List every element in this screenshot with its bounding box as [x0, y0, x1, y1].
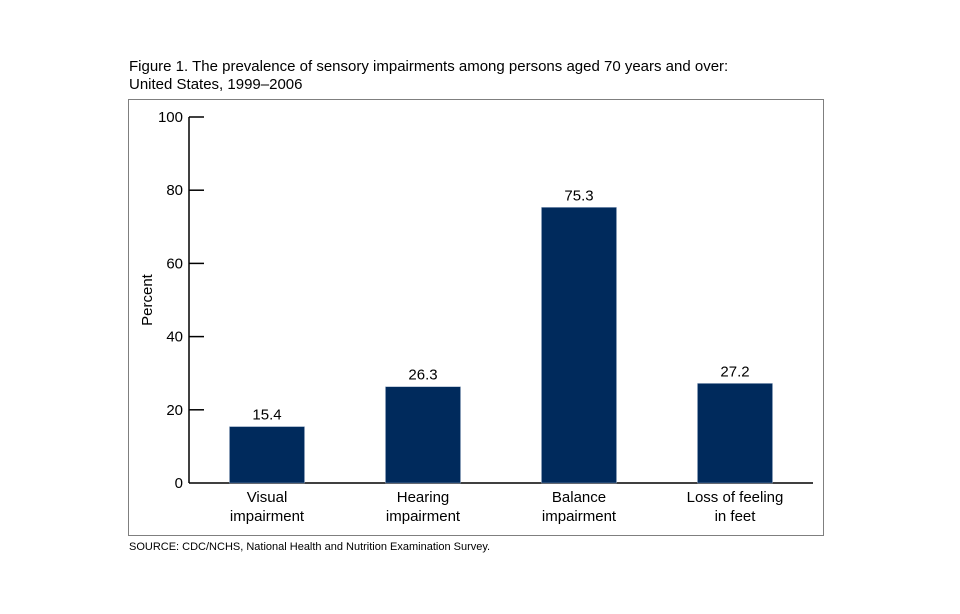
- x-category-label: Balance: [552, 489, 606, 506]
- bar: [541, 207, 617, 484]
- x-category-label: impairment: [386, 508, 461, 525]
- data-label: 75.3: [564, 187, 593, 204]
- y-tick-label: 40: [166, 329, 183, 346]
- bar: [229, 426, 305, 484]
- x-category-label: Hearing: [397, 489, 450, 506]
- y-tick-label: 80: [166, 182, 183, 199]
- data-label: 26.3: [408, 367, 437, 384]
- data-label: 15.4: [252, 407, 281, 424]
- y-tick-label: 20: [166, 402, 183, 419]
- x-category-label: Visual: [247, 489, 288, 506]
- chart-title: Figure 1. The prevalence of sensory impa…: [129, 58, 728, 94]
- bar: [385, 386, 461, 484]
- y-tick-label: 100: [158, 109, 183, 126]
- source-note: SOURCE: CDC/NCHS, National Health and Nu…: [129, 541, 491, 553]
- chart-title-line-2: United States, 1999–2006: [129, 76, 303, 93]
- x-category-label: in feet: [715, 508, 757, 525]
- y-axis-title: Percent: [139, 273, 156, 326]
- chart-title-line-1: Figure 1. The prevalence of sensory impa…: [129, 58, 729, 75]
- x-category-label: Loss of feeling: [687, 489, 784, 506]
- x-category-label: impairment: [542, 508, 617, 525]
- y-tick-label: 60: [166, 255, 183, 272]
- data-label: 27.2: [720, 363, 749, 380]
- chart-frame: [128, 99, 824, 536]
- x-category-label: impairment: [230, 508, 305, 525]
- y-tick-label: 0: [175, 475, 183, 492]
- bar: [697, 383, 773, 484]
